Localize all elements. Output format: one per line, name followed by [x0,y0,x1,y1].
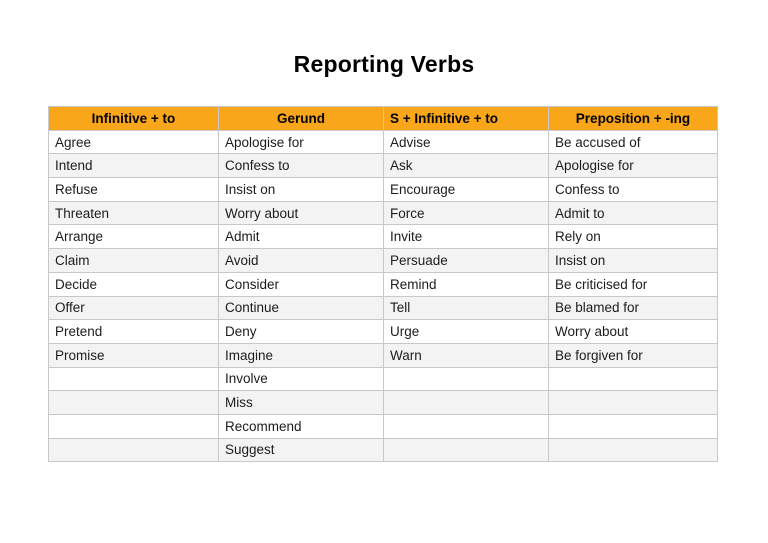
table-cell: Admit to [548,200,718,226]
table-cell [548,366,718,392]
column-header-preposition-ing: Preposition + -ing [548,106,718,131]
table-row: Arrange Admit Invite Rely on [48,224,718,250]
table-cell: Advise [383,129,549,155]
table-cell [548,413,718,439]
column-header-s-infinitive-to: S + Infinitive + to [383,106,549,131]
table-row: Offer Continue Tell Be blamed for [48,295,718,321]
table-cell [548,437,718,463]
table-cell: Offer [48,295,219,321]
table-header-row: Infinitive + to Gerund S + Infinitive + … [48,106,718,131]
table-cell: Consider [218,271,384,297]
table-row: Recommend [48,413,718,439]
page-title: Reporting Verbs [293,51,475,77]
table-cell [383,437,549,463]
table-row: Threaten Worry about Force Admit to [48,200,718,226]
table-cell: Be criticised for [548,271,718,297]
table-cell [48,437,219,463]
table-cell: Worry about [218,200,384,226]
table-cell: Be blamed for [548,295,718,321]
table-cell [383,366,549,392]
table-cell: Admit [218,224,384,250]
table-cell: Ask [383,153,549,179]
table-cell: Persuade [383,248,549,273]
table-cell: Insist on [548,248,718,273]
table-cell: Intend [48,153,219,179]
table-row: Suggest [48,437,718,463]
table-cell [48,366,219,392]
table-cell [48,413,219,439]
table-cell: Threaten [48,200,219,226]
table-cell: Decide [48,271,219,297]
table-cell: Remind [383,271,549,297]
table-cell [383,390,549,415]
table-cell: Rely on [548,224,718,250]
table-cell: Be accused of [548,129,718,155]
table-cell: Recommend [218,413,384,439]
table-cell: Avoid [218,248,384,273]
table-row: Miss [48,390,718,415]
table-cell: Claim [48,248,219,273]
table-cell: Imagine [218,342,384,368]
table-cell: Arrange [48,224,219,250]
table-row: Decide Consider Remind Be criticised for [48,271,718,297]
table-cell: Be forgiven for [548,342,718,368]
table-cell: Continue [218,295,384,321]
table-cell [48,390,219,415]
table-cell: Confess to [218,153,384,179]
table-cell: Confess to [548,177,718,202]
table-cell: Apologise for [548,153,718,179]
table-row: Intend Confess to Ask Apologise for [48,153,718,179]
table-cell: Involve [218,366,384,392]
reporting-verbs-table: Infinitive + to Gerund S + Infinitive + … [48,106,718,463]
table-cell: Deny [218,319,384,344]
table-cell: Tell [383,295,549,321]
table-cell: Invite [383,224,549,250]
table-cell: Suggest [218,437,384,463]
column-header-infinitive-to: Infinitive + to [48,106,219,131]
table-cell: Promise [48,342,219,368]
table-row: Promise Imagine Warn Be forgiven for [48,342,718,368]
table-row: Involve [48,366,718,392]
table-cell: Encourage [383,177,549,202]
table-cell: Force [383,200,549,226]
table-cell: Agree [48,129,219,155]
table-row: Agree Apologise for Advise Be accused of [48,129,718,155]
table-row: Refuse Insist on Encourage Confess to [48,177,718,202]
table-row: Pretend Deny Urge Worry about [48,319,718,344]
table-cell: Insist on [218,177,384,202]
table-cell: Warn [383,342,549,368]
table-cell [548,390,718,415]
table-cell: Refuse [48,177,219,202]
table-cell [383,413,549,439]
table-cell: Miss [218,390,384,415]
table-row: Claim Avoid Persuade Insist on [48,248,718,273]
table-cell: Apologise for [218,129,384,155]
table-cell: Urge [383,319,549,344]
column-header-gerund: Gerund [218,106,384,131]
table-cell: Pretend [48,319,219,344]
table-cell: Worry about [548,319,718,344]
